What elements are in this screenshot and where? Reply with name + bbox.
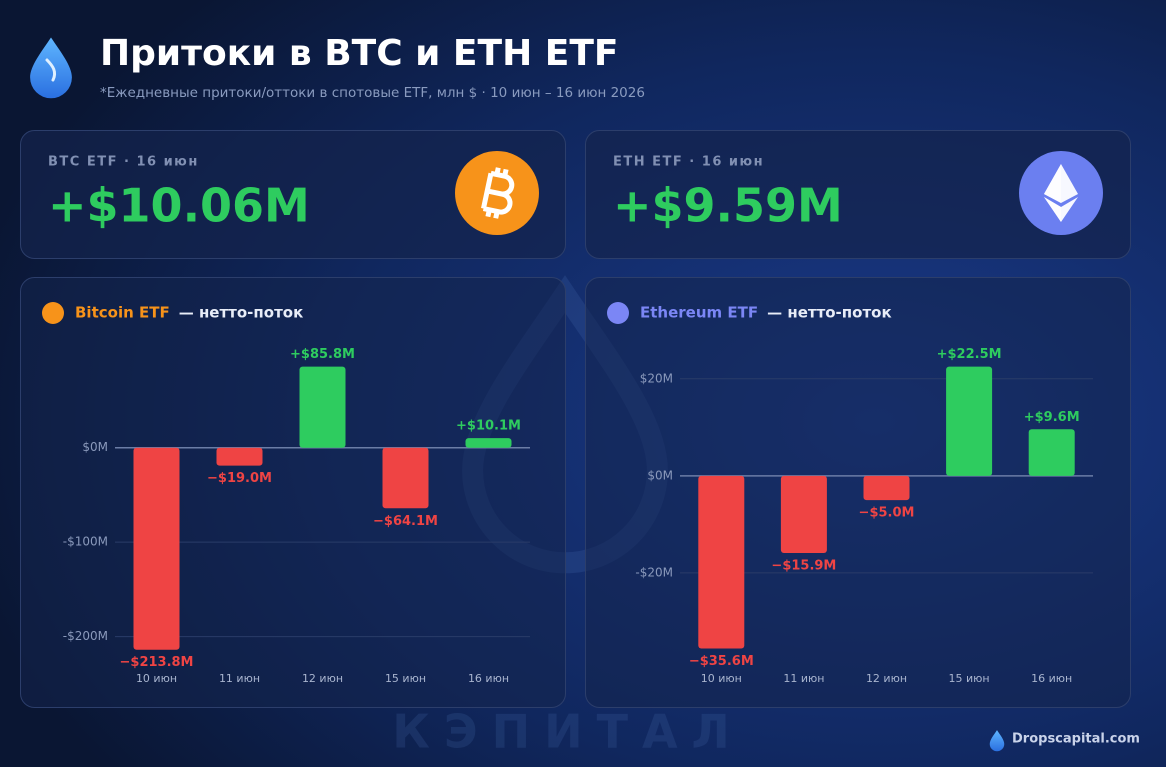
ethereum-glyph [1044, 164, 1078, 222]
y-tick-label: $0M [82, 440, 108, 454]
card-label: BTC ETF · 16 июн [48, 155, 199, 170]
card-value: +$10.06M [48, 179, 310, 233]
logo-highlight [45, 58, 57, 82]
logo-drop [30, 37, 72, 99]
value-label: +$85.8M [290, 347, 355, 362]
value-label: +$9.6M [1024, 410, 1080, 425]
y-tick-label: -$200M [63, 629, 108, 643]
value-label: −$213.8M [120, 655, 194, 670]
card-value: +$9.59M [613, 179, 843, 233]
value-label: +$22.5M [937, 347, 1002, 362]
x-tick-label: 12 июн [866, 672, 907, 685]
x-tick-label: 16 июн [1031, 672, 1072, 685]
x-tick-label: 15 июн [949, 672, 990, 685]
x-tick-label: 12 июн [302, 672, 343, 685]
x-tick-label: 11 июн [219, 672, 260, 685]
bar [299, 366, 346, 448]
y-tick-label: $0M [647, 468, 673, 482]
legend-icon [607, 302, 629, 324]
bar [780, 475, 827, 553]
title: Притоки в BTC и ETH ETF [100, 33, 618, 74]
chart-title: Ethereum ETF [640, 304, 758, 322]
bar [1028, 429, 1075, 476]
value-label: −$64.1M [373, 514, 438, 529]
card-label: ETH ETF · 16 июн [613, 155, 764, 170]
value-label: −$15.9M [771, 558, 836, 573]
x-tick-label: 10 июн [701, 672, 742, 685]
bar [465, 438, 512, 448]
x-tick-label: 10 июн [136, 672, 177, 685]
bar [946, 366, 993, 476]
value-label: −$19.0M [207, 471, 272, 486]
bar [863, 475, 910, 501]
bar [382, 447, 429, 509]
value-label: −$5.0M [859, 506, 915, 521]
value-label: +$10.1M [456, 419, 521, 434]
footer-logo [989, 730, 1005, 752]
x-tick-label: 15 июн [385, 672, 426, 685]
bar [698, 475, 745, 649]
chart-title: Bitcoin ETF [75, 304, 170, 322]
chart-subtitle: — нетто-поток [767, 304, 892, 322]
card [585, 130, 1131, 259]
footer: Dropscapital.com [1012, 732, 1140, 747]
subtitle: *Ежедневные притоки/оттоки в спотовые ET… [100, 85, 645, 101]
chart-subtitle: — нетто-поток [179, 304, 304, 322]
chart-panel [585, 277, 1131, 708]
y-tick-label: $20M [640, 371, 673, 385]
y-tick-label: -$20M [635, 565, 673, 579]
watermark: КЭПИТАЛ [392, 705, 744, 759]
legend-icon [42, 302, 64, 324]
value-label: −$35.6M [689, 654, 754, 669]
y-tick-label: -$100M [63, 535, 108, 549]
card [20, 130, 566, 259]
x-tick-label: 16 июн [468, 672, 509, 685]
bitcoin-glyph [481, 167, 515, 219]
bar [133, 447, 180, 650]
bar [216, 447, 263, 466]
x-tick-label: 11 июн [783, 672, 824, 685]
